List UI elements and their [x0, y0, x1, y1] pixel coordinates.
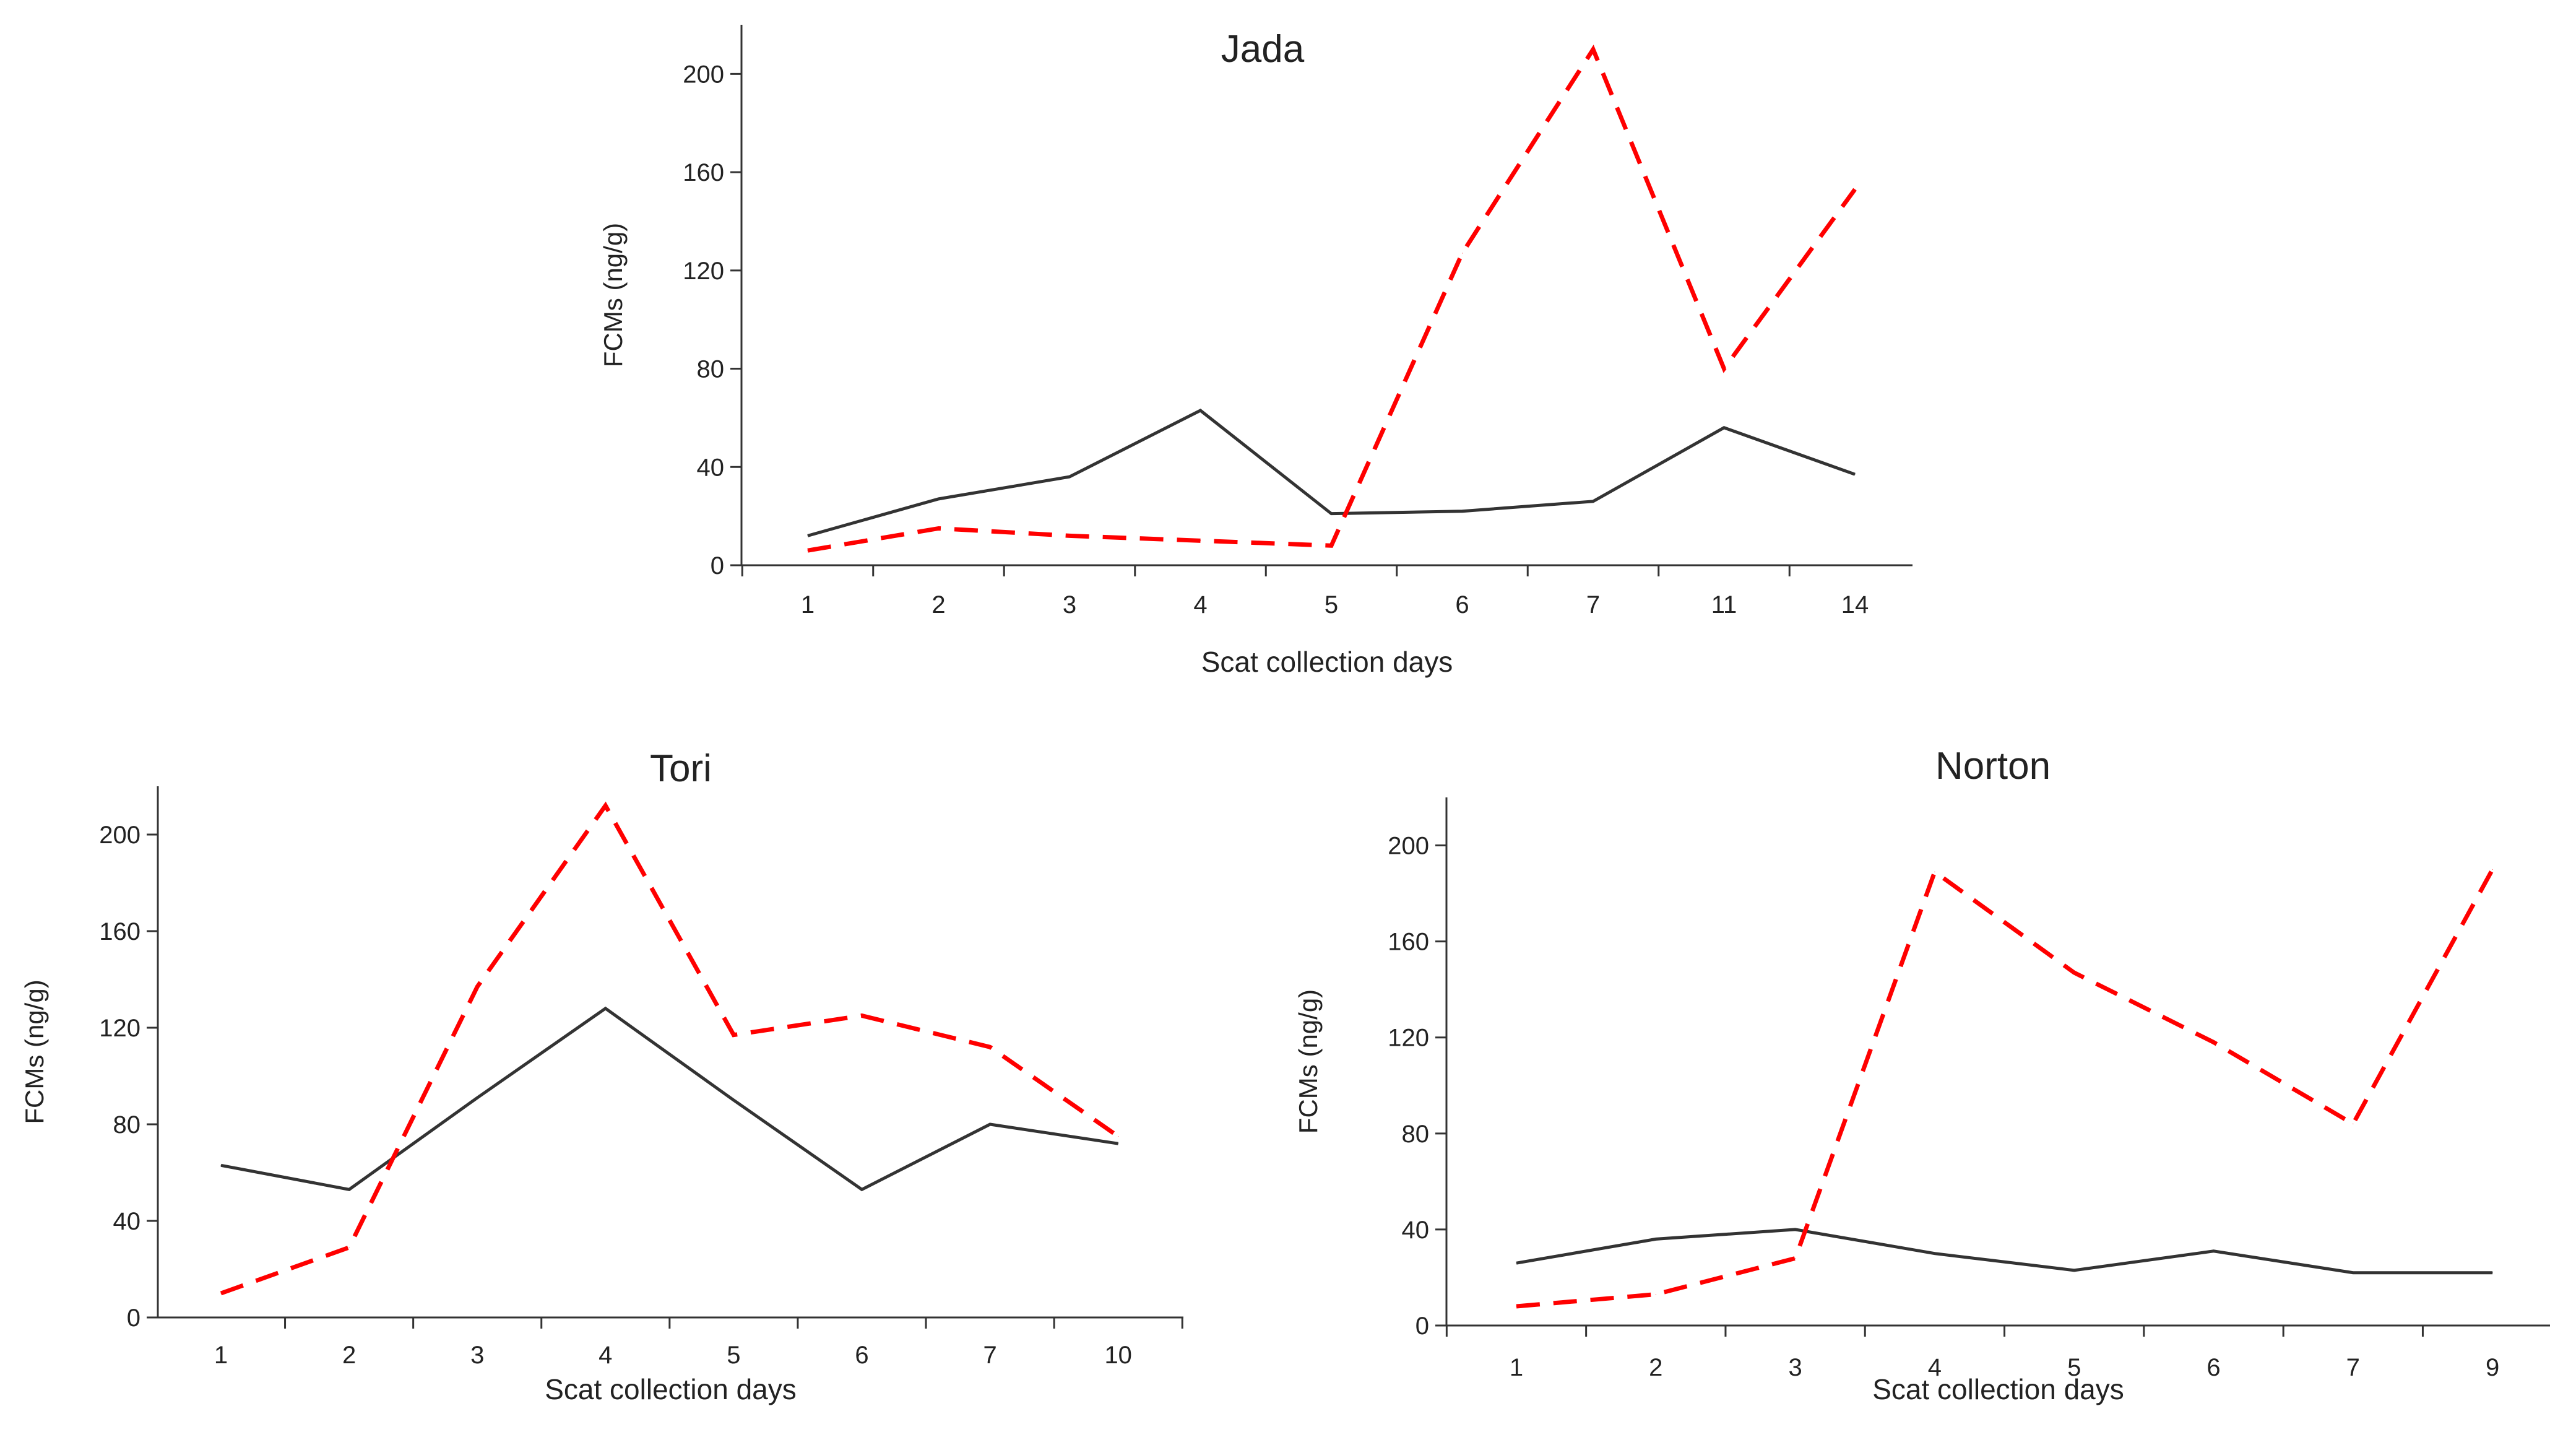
data-point-dashed: [477, 986, 478, 987]
y-tick-label: 40: [1402, 1217, 1430, 1244]
x-tick-label: 1: [1510, 1354, 1523, 1381]
data-point-solid: [1200, 410, 1201, 411]
x-tick-label: 7: [983, 1342, 996, 1369]
y-tick-label: 120: [99, 1015, 140, 1042]
data-point-dashed: [1331, 545, 1332, 546]
chart-norton: 0 40 80 120 160 200 1 2 3 4 5 6 7 9 Norton Scat collect…: [1294, 745, 2550, 1405]
data-point-solid: [605, 1008, 606, 1009]
x-axis-label: Scat collection days: [1872, 1373, 2124, 1405]
data-point-dashed: [1795, 1257, 1796, 1259]
x-tick-label: 2: [1649, 1354, 1662, 1381]
y-tick-label: 40: [113, 1208, 141, 1235]
x-tick-label: 1: [801, 591, 815, 618]
chart-jada: 0 40 80 120 160 200 1 2 3 4 5 6 7 11 14 Jada Scat collec…: [599, 25, 1913, 678]
x-tick-label: 6: [1455, 591, 1469, 618]
x-tick-label: 1: [214, 1342, 228, 1369]
series-line-solid: [807, 409, 1856, 537]
chart-title: Tori: [650, 747, 712, 790]
x-tick-label: 7: [1586, 591, 1600, 618]
data-point-solid: [938, 498, 939, 500]
y-tick-label: 80: [113, 1111, 141, 1139]
data-point-dashed: [605, 805, 606, 806]
y-tick-label: 0: [711, 552, 724, 579]
data-point-dashed: [348, 1247, 350, 1248]
data-point-solid: [733, 1100, 734, 1101]
data-point-solid: [220, 1165, 222, 1166]
x-tick-label: 3: [1788, 1354, 1802, 1381]
x-tick-label: 14: [1841, 591, 1869, 618]
y-axis-label: FCMs (ng/g): [599, 223, 628, 367]
chart-tori: 0 40 80 120 160 200 1 2 3 4 5 6 7 10 Tori Scat collecti…: [20, 747, 1183, 1405]
x-tick-label: 6: [855, 1342, 868, 1369]
x-tick-label: 2: [931, 591, 945, 618]
series-line-solid: [220, 1006, 1119, 1192]
y-tick-label: 160: [1388, 929, 1429, 956]
y-tick-label: 40: [697, 454, 725, 481]
x-tick-label: 11: [1711, 591, 1737, 618]
chart-title: Norton: [1935, 745, 2051, 788]
y-tick-label: 80: [697, 356, 725, 383]
data-point-solid: [2492, 1272, 2493, 1274]
chart-title: Jada: [1221, 28, 1305, 71]
y-tick-label: 200: [99, 822, 140, 849]
data-point-dashed: [220, 1293, 222, 1294]
y-axis-label: FCMs (ng/g): [20, 979, 49, 1124]
x-axis-label: Scat collection days: [1201, 646, 1453, 678]
data-point-dashed: [2213, 1041, 2214, 1043]
x-tick-label: 5: [727, 1342, 740, 1369]
x-tick-label: 3: [1063, 591, 1076, 618]
data-point-dashed: [1200, 540, 1201, 541]
x-tick-label: 4: [599, 1342, 612, 1369]
y-tick-label: 160: [683, 159, 724, 186]
y-tick-label: 160: [99, 918, 140, 945]
data-point-solid: [1331, 513, 1332, 514]
data-point-dashed: [1593, 49, 1594, 50]
data-point-dashed: [1462, 253, 1463, 254]
x-tick-label: 4: [1928, 1354, 1942, 1381]
y-axis-label: FCMs (ng/g): [1294, 989, 1323, 1134]
x-tick-label: 10: [1104, 1342, 1132, 1369]
data-point-solid: [1795, 1229, 1796, 1230]
x-tick-label: 4: [1193, 591, 1207, 618]
data-point-solid: [1934, 1253, 1935, 1254]
x-tick-label: 9: [2486, 1354, 2499, 1381]
y-tick-label: 120: [683, 258, 724, 285]
x-tick-label: 3: [470, 1342, 484, 1369]
series-line-solid: [1516, 1228, 2493, 1275]
y-tick-label: 0: [127, 1304, 140, 1332]
series-line-dashed: [220, 801, 1120, 1296]
y-tick-label: 80: [1402, 1121, 1430, 1148]
x-tick-label: 2: [342, 1342, 356, 1369]
y-tick-label: 200: [683, 61, 724, 88]
series-line-dashed: [807, 45, 1857, 553]
data-point-dashed: [938, 527, 939, 529]
x-axis-label: Scat collection days: [545, 1373, 797, 1405]
data-point-solid: [348, 1189, 350, 1190]
x-tick-label: 5: [2067, 1354, 2081, 1381]
data-point-solid: [1854, 474, 1856, 475]
x-tick-label: 5: [1325, 591, 1338, 618]
x-tick-label: 6: [2206, 1354, 2220, 1381]
y-tick-label: 200: [1388, 833, 1429, 860]
data-point-dashed: [2492, 869, 2493, 870]
y-tick-label: 0: [1416, 1313, 1429, 1340]
y-tick-label: 120: [1388, 1025, 1429, 1052]
data-point-solid: [1516, 1262, 1517, 1264]
series-line-dashed: [1516, 868, 2495, 1309]
x-tick-label: 7: [2346, 1354, 2360, 1381]
